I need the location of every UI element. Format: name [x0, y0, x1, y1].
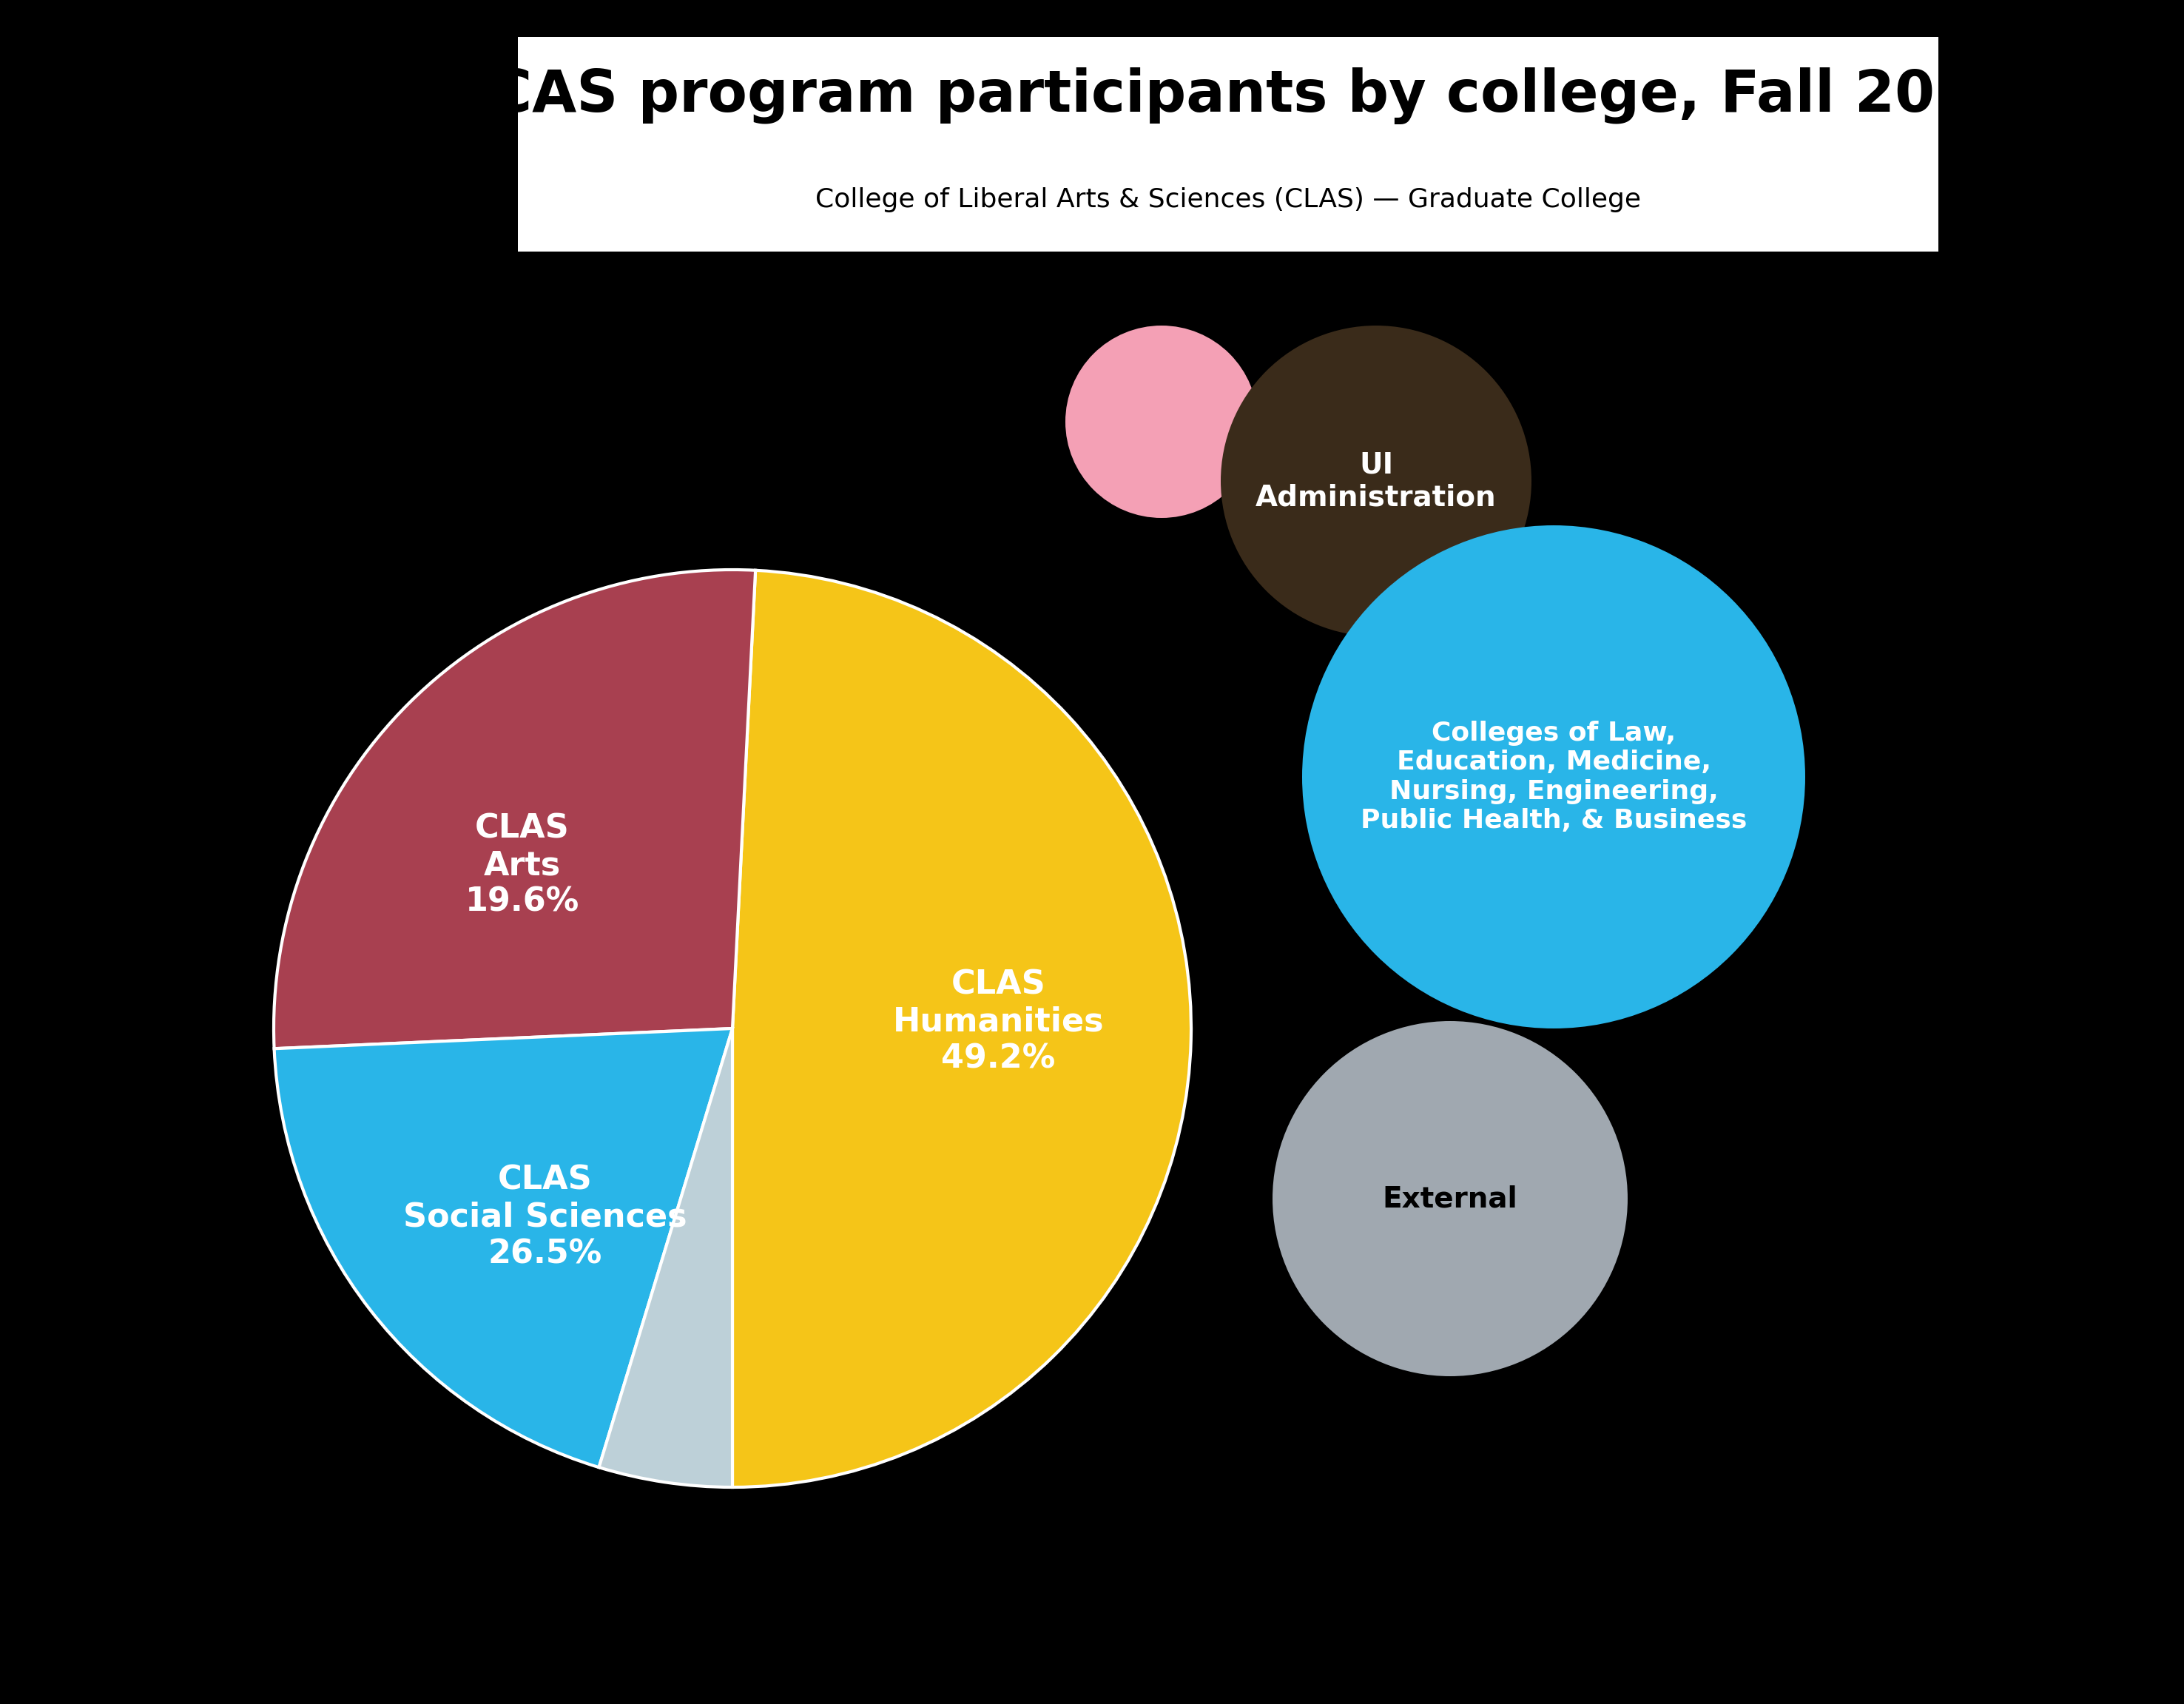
Text: OCAS program participants by college, Fall 2024: OCAS program participants by college, Fa… — [441, 68, 2016, 124]
Circle shape — [1066, 325, 1258, 518]
Wedge shape — [598, 1029, 732, 1488]
Text: External: External — [1382, 1184, 1518, 1213]
Text: College of Liberal Arts & Sciences (CLAS) — Graduate College: College of Liberal Arts & Sciences (CLAS… — [815, 187, 1640, 213]
Text: CLAS
Humanities
49.2%: CLAS Humanities 49.2% — [893, 970, 1105, 1075]
Wedge shape — [275, 1029, 732, 1467]
Text: CLAS
Social Sciences
26.5%: CLAS Social Sciences 26.5% — [404, 1164, 686, 1269]
Text: Colleges of Law,
Education, Medicine,
Nursing, Engineering,
Public Health, & Bus: Colleges of Law, Education, Medicine, Nu… — [1361, 721, 1747, 833]
Wedge shape — [273, 569, 756, 1048]
FancyBboxPatch shape — [518, 37, 1939, 252]
Circle shape — [1273, 1021, 1627, 1377]
Circle shape — [1302, 525, 1806, 1029]
Wedge shape — [732, 571, 1190, 1488]
Text: CLAS
Arts
19.6%: CLAS Arts 19.6% — [465, 813, 579, 918]
Circle shape — [1221, 325, 1531, 636]
Text: UI
Administration: UI Administration — [1256, 450, 1496, 511]
